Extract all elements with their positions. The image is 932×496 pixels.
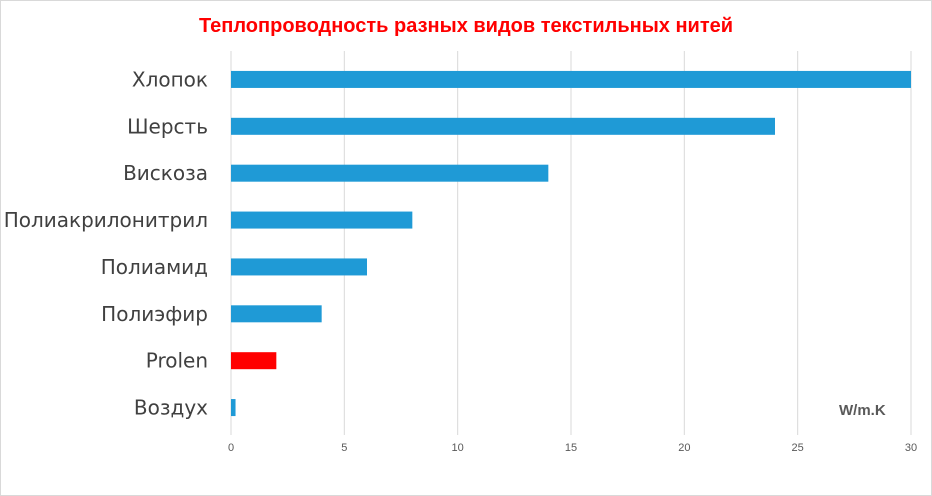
bar: [231, 117, 775, 135]
category-label: Хлопок: [132, 67, 208, 91]
category-label: Шерсть: [127, 114, 208, 138]
bar: [231, 164, 549, 182]
bar: [231, 305, 322, 323]
category-label: Полиэфир: [101, 302, 208, 326]
bar: [231, 211, 413, 229]
bar: [231, 258, 367, 276]
x-tick-label: 30: [905, 442, 917, 454]
category-label: Вискоза: [123, 161, 208, 185]
bar: [231, 352, 277, 370]
x-tick-label: 25: [792, 442, 804, 454]
x-tick-label: 0: [228, 442, 234, 454]
category-label: Полиамид: [101, 255, 208, 279]
category-label: Prolen: [146, 349, 208, 373]
unit-label: W/m.K: [839, 402, 886, 419]
category-label: Воздух: [134, 396, 208, 420]
x-tick-label: 15: [565, 442, 577, 454]
category-label: Полиакрилонитрил: [4, 208, 208, 232]
bar: [231, 70, 911, 88]
x-tick-label: 10: [452, 442, 464, 454]
chart-title: Теплопроводность разных видов текстильны…: [198, 15, 734, 37]
x-tick-label: 20: [678, 442, 690, 454]
x-tick-label: 5: [341, 442, 347, 454]
bar: [231, 399, 236, 417]
